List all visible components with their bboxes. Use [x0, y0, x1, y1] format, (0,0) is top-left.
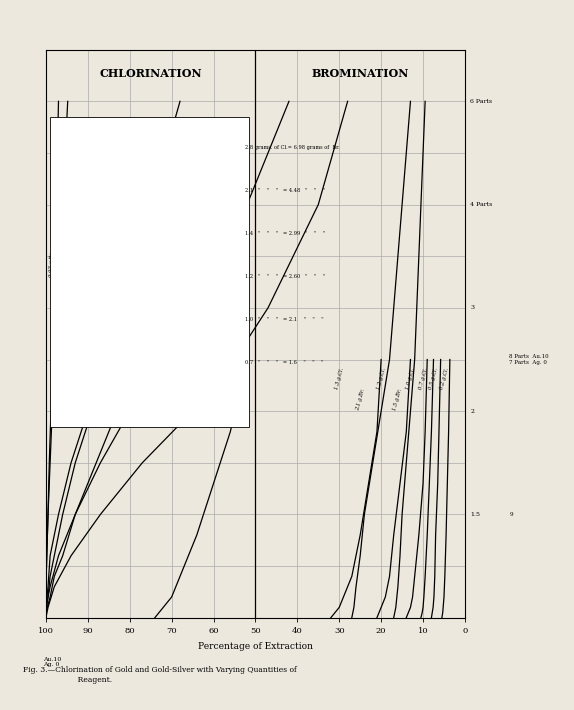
Text: 2.8 g.Cl.: 2.8 g.Cl. — [67, 300, 75, 323]
Text: 2: 2 — [471, 409, 475, 414]
Text: 2.1 g.Cl.: 2.1 g.Cl. — [75, 300, 83, 323]
Text: 2.99 g.Br.: 2.99 g.Br. — [104, 251, 114, 277]
Text: 1.5 g.Br.: 1.5 g.Br. — [393, 388, 403, 411]
Text: 1.2 g.Cl.: 1.2 g.Cl. — [376, 368, 386, 391]
Text: CHLORINATION: CHLORINATION — [99, 67, 202, 79]
Text: 2.1 g.Br.: 2.1 g.Br. — [355, 388, 366, 411]
Text: 1.0 g.Cl.: 1.0 g.Cl. — [405, 368, 416, 391]
Text: 0.7 g.Cl.: 0.7 g.Cl. — [418, 368, 428, 391]
Text: 6.98 g.Br.: 6.98 g.Br. — [53, 251, 59, 277]
Bar — [50, 117, 249, 427]
Text: 1.4   "    "    "   = 2.99   "    "    ": 1.4 " " " = 2.99 " " " — [245, 231, 325, 236]
Text: 0.2 g.Cl.: 0.2 g.Cl. — [439, 368, 449, 391]
Text: 1.0   "    "    "   = 2.1    "    "    ": 1.0 " " " = 2.1 " " " — [245, 317, 324, 322]
Text: 1.4 g.Cl.: 1.4 g.Cl. — [174, 368, 185, 391]
Text: 8 Parts  Au.10
7 Parts  Ag. 0: 8 Parts Au.10 7 Parts Ag. 0 — [509, 354, 549, 365]
Text: 4 Parts: 4 Parts — [471, 202, 493, 207]
Text: 1.2   "    "    "   = 2.60   "    "    ": 1.2 " " " = 2.60 " " " — [245, 274, 325, 280]
Text: 1.5: 1.5 — [471, 512, 480, 517]
Text: 9.97 g.Br.: 9.97 g.Br. — [49, 251, 55, 277]
Text: 4.48 g.Br.: 4.48 g.Br. — [72, 251, 79, 277]
Text: 0.5 g.Cl.: 0.5 g.Cl. — [428, 368, 439, 391]
X-axis label: Percentage of Extraction: Percentage of Extraction — [198, 642, 313, 650]
Text: Fig. 3.—Chlorination of Gold and Gold-Silver with Varying Quantities of
        : Fig. 3.—Chlorination of Gold and Gold-Si… — [23, 667, 297, 684]
Text: 1.3 g.Cl.: 1.3 g.Cl. — [334, 368, 344, 391]
Text: 2.8 grams. of Cl.= 6.98 grams of  Br.: 2.8 grams. of Cl.= 6.98 grams of Br. — [245, 146, 340, 151]
Text: 9: 9 — [509, 512, 513, 517]
Text: 2.1   "    "    "   = 4.48   "    "    ": 2.1 " " " = 4.48 " " " — [245, 188, 325, 193]
Text: Au.10
Ag. 0: Au.10 Ag. 0 — [43, 657, 61, 667]
Text: 0.7   "    "    "   = 1.6    "    "    ": 0.7 " " " = 1.6 " " " — [245, 361, 324, 366]
Text: 6 Parts: 6 Parts — [471, 99, 492, 104]
Text: BROMINATION: BROMINATION — [312, 67, 409, 79]
Text: 3: 3 — [471, 305, 475, 310]
Text: 2.60 g.Br.: 2.60 g.Br. — [145, 251, 157, 277]
